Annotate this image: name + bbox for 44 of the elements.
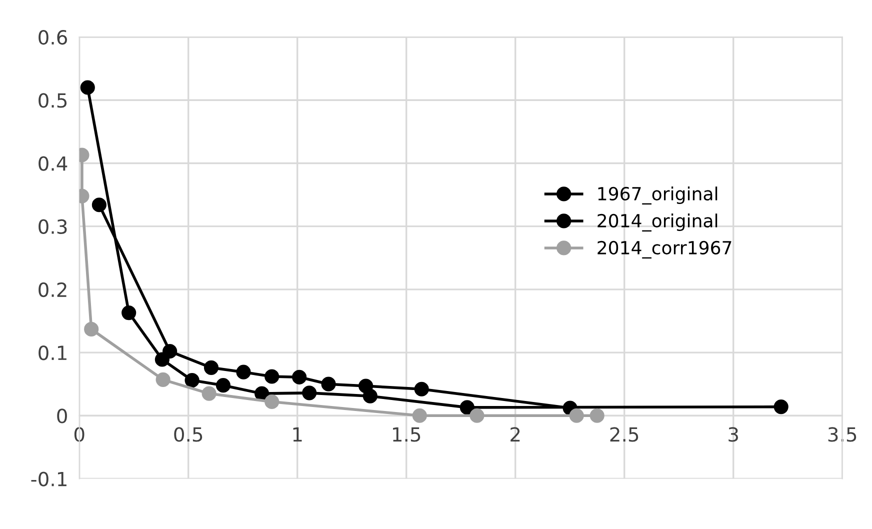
x-tick-label: 2 <box>510 427 520 442</box>
point <box>412 408 427 423</box>
point <box>569 408 584 423</box>
legend-label: 2014_corr1967 <box>598 240 732 259</box>
point <box>80 80 95 95</box>
point <box>321 376 336 392</box>
point <box>254 386 270 401</box>
y-tick-label: 0.5 <box>38 93 67 108</box>
legend-label: 2014_original <box>598 214 718 232</box>
y-tick-label: 0.3 <box>38 219 67 234</box>
point <box>264 394 280 410</box>
point <box>292 370 307 384</box>
point <box>264 369 280 384</box>
point <box>236 364 251 380</box>
legend-label: 1967_original <box>598 186 718 205</box>
x-tick-label: 3.5 <box>828 427 856 442</box>
point <box>156 372 170 387</box>
point <box>414 382 429 396</box>
point <box>202 386 216 401</box>
x-tick-label: 1.5 <box>393 427 420 442</box>
point <box>122 305 136 320</box>
point <box>184 373 200 388</box>
x-tick-label: 0 <box>74 427 84 442</box>
point <box>362 388 378 404</box>
y-tick-label: 0.4 <box>38 156 68 171</box>
y-tick-label: 0.1 <box>38 345 66 360</box>
point <box>84 322 99 336</box>
point <box>590 408 604 423</box>
point <box>302 386 317 400</box>
point <box>154 352 170 367</box>
x-tick-label: 1 <box>293 427 302 442</box>
y-tick-label: -0.1 <box>31 472 66 486</box>
x-tick-label: 0.5 <box>174 427 202 442</box>
y-tick-label: 0.6 <box>38 30 68 45</box>
point <box>470 408 484 423</box>
x-tick-label: 3 <box>728 427 738 442</box>
y-tick-label: 0 <box>57 408 67 424</box>
x-tick-label: 2.5 <box>610 427 638 442</box>
point <box>774 400 788 414</box>
point <box>92 198 106 212</box>
y-tick-label: 0.2 <box>38 282 66 298</box>
point <box>460 400 474 415</box>
point <box>216 378 231 393</box>
point <box>204 360 219 375</box>
